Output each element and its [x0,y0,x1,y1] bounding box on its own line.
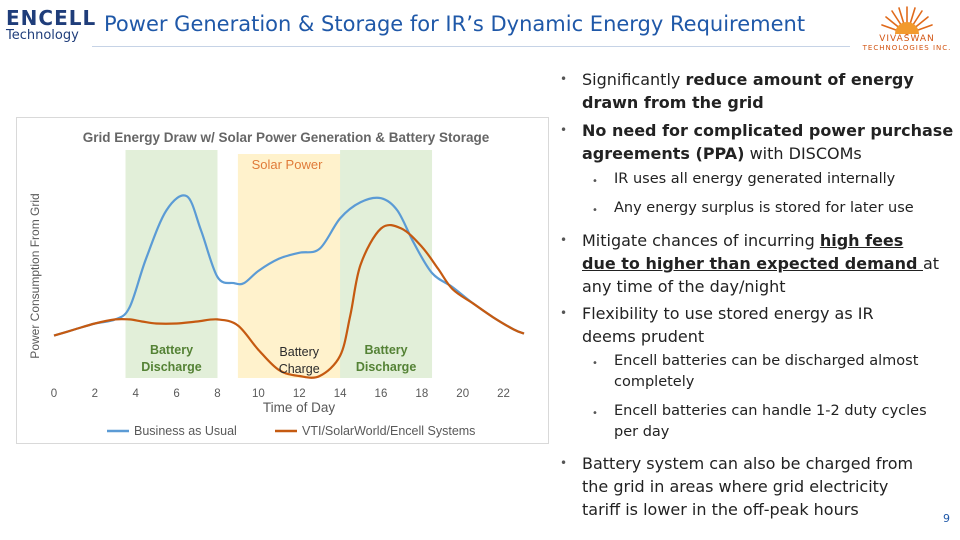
x-tick-18: 18 [415,388,428,400]
energy-chart: Grid Energy Draw w/ Solar Power Generati… [16,117,549,444]
encell-logo-subtext: Technology [6,28,79,43]
band-battery-discharge-evening [340,150,433,378]
y-axis-label: Power Consumption From Grid [28,193,42,358]
x-tick-22: 22 [497,388,510,400]
x-tick-20: 20 [456,388,469,400]
x-tick-16: 16 [375,388,388,400]
legend-vti-systems: VTI/SolarWorld/Encell Systems [302,424,475,438]
x-tick-6: 6 [173,388,179,400]
x-tick-0: 0 [51,388,57,400]
energy-chart-svg: Grid Energy Draw w/ Solar Power Generati… [28,130,525,438]
battery-charge-label: Battery Charge [279,345,320,376]
x-axis-label: Time of Day [263,400,336,415]
vivaswan-logo-subtext: TECHNOLOGIES INC. [862,44,952,52]
x-tick-14: 14 [334,388,347,400]
x-tick-10: 10 [252,388,265,400]
battery-discharge-morning-label: Battery Discharge [141,343,201,374]
vivaswan-logo-name: VIVASWAN [879,34,935,44]
x-tick-2: 2 [92,388,98,400]
solar-power-label: Solar Power [252,157,323,172]
band-battery-discharge-morning [125,150,218,378]
slide-title: Power Generation & Storage for IR’s Dyna… [104,12,806,36]
x-tick-8: 8 [214,388,220,400]
encell-logo-wordmark: ENCELL [6,6,97,30]
page-number: 9 [943,512,950,525]
chart-legend: Business as Usual VTI/SolarWorld/Encell … [107,424,475,438]
legend-business-as-usual: Business as Usual [134,424,237,438]
x-tick-4: 4 [133,388,140,400]
title-divider [92,46,850,47]
sun-icon [881,6,933,35]
encell-logo: ENCELL Technology [6,6,97,48]
series-line-vti-systems [53,223,525,379]
chart-title: Grid Energy Draw w/ Solar Power Generati… [83,130,490,145]
battery-discharge-evening-label: Battery Discharge [356,343,416,374]
x-tick-12: 12 [293,388,306,400]
vivaswan-logo: VIVASWAN TECHNOLOGIES INC. [858,2,956,54]
